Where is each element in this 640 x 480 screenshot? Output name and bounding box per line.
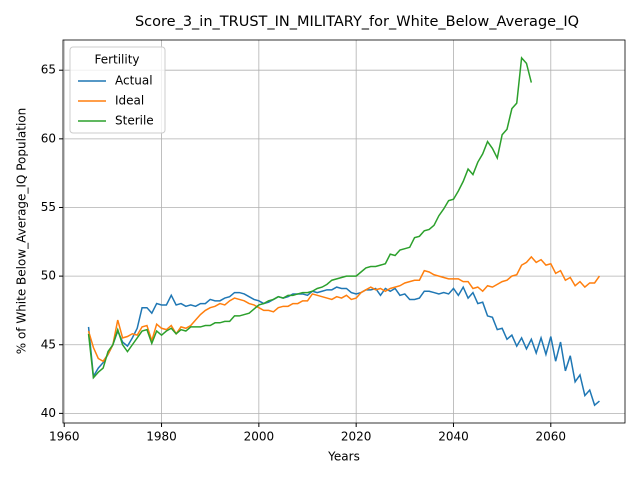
line-series bbox=[87, 285, 600, 407]
chart-title: Score_3_in_TRUST_IN_MILITARY_for_White_B… bbox=[135, 14, 579, 30]
x-tick-label: 2020 bbox=[341, 430, 372, 444]
line-series bbox=[87, 56, 533, 380]
x-tick-label: 2000 bbox=[244, 430, 275, 444]
x-axis-label: Years bbox=[327, 450, 360, 464]
y-tick-label: 55 bbox=[41, 200, 56, 214]
legend-title: Fertility bbox=[94, 53, 139, 67]
y-axis-label: % of White Below_Average_IQ Population bbox=[15, 108, 29, 355]
y-tick-label: 50 bbox=[41, 269, 56, 283]
legend-box bbox=[69, 46, 166, 134]
legend-label: Actual bbox=[115, 74, 153, 88]
x-tick-label: 1980 bbox=[146, 430, 177, 444]
line-series bbox=[87, 255, 601, 363]
legend-label: Ideal bbox=[115, 94, 144, 108]
x-tick-label: 2040 bbox=[438, 430, 469, 444]
axes-frame bbox=[62, 39, 626, 424]
y-tick-label: 40 bbox=[41, 406, 56, 420]
x-tick-label: 2060 bbox=[536, 430, 567, 444]
legend-label: Sterile bbox=[115, 114, 154, 128]
y-tick-label: 60 bbox=[41, 131, 56, 145]
y-tick-label: 65 bbox=[41, 63, 56, 77]
x-tick-label: 1960 bbox=[49, 430, 80, 444]
y-tick-label: 45 bbox=[41, 337, 56, 351]
